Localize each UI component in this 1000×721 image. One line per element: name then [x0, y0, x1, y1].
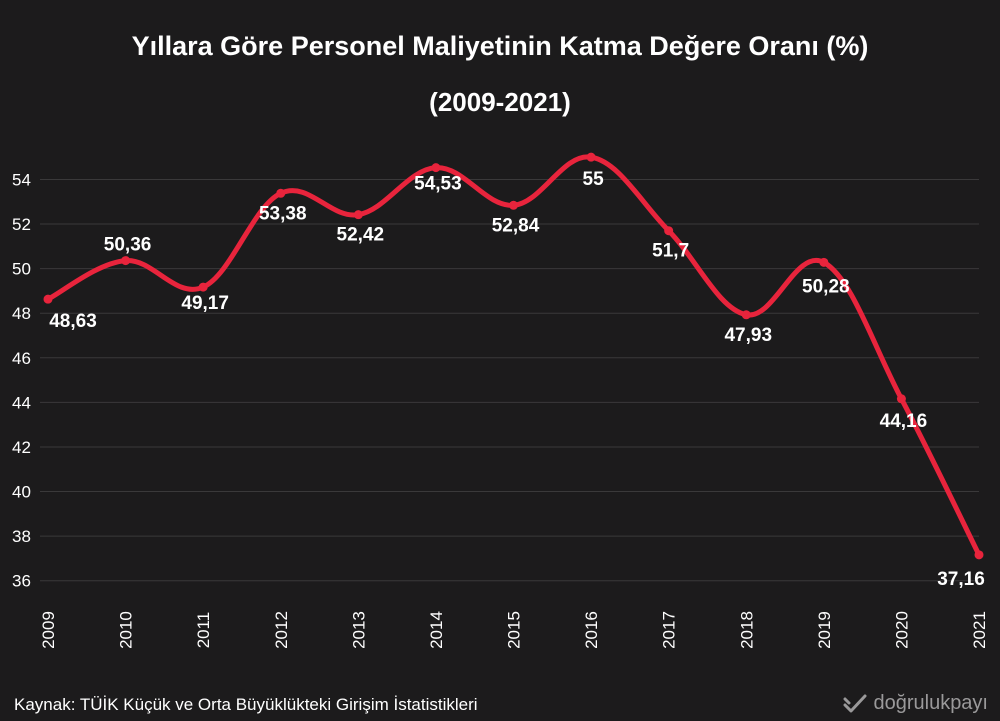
- data-label: 44,16: [880, 411, 928, 432]
- data-label: 52,84: [492, 215, 540, 236]
- data-label: 37,16: [937, 569, 985, 590]
- grid-lines: [40, 178, 979, 582]
- series-line: [45, 154, 982, 558]
- data-point: [198, 282, 208, 292]
- y-axis-ticks: 36 38 40 42 44 46 48 50 52 54: [12, 170, 31, 590]
- chart-title: Yıllara Göre Personel Maliyetinin Katma …: [132, 31, 869, 61]
- data-label: 49,17: [181, 293, 229, 314]
- y-tick-label: 36: [12, 572, 31, 591]
- data-point: [431, 163, 441, 173]
- x-tick-label: 2011: [194, 612, 213, 649]
- x-tick-label: 2017: [660, 611, 679, 649]
- data-point: [819, 257, 829, 267]
- x-tick-label: 2013: [349, 611, 368, 649]
- data-point: [664, 226, 674, 236]
- data-label: 48,63: [49, 311, 97, 332]
- x-tick-label: 2019: [815, 611, 834, 649]
- checkmark-icon: [843, 694, 867, 712]
- y-tick-label: 42: [12, 438, 31, 457]
- data-point: [974, 550, 984, 560]
- data-label: 50,36: [104, 235, 152, 256]
- brand-logo: doğrulukpayı: [843, 692, 988, 715]
- x-tick-label: 2014: [427, 611, 446, 649]
- x-axis-ticks: 2009 2010 2011 2012 2013 2014 2015 2016 2017 2018…: [39, 611, 989, 649]
- y-tick-label: 54: [12, 170, 31, 189]
- y-tick-label: 50: [12, 260, 31, 279]
- data-point: [896, 394, 906, 404]
- y-tick-label: 52: [12, 215, 31, 234]
- data-label: 52,42: [337, 225, 385, 246]
- brand-name: doğrulukpayı: [873, 692, 988, 714]
- x-tick-label: 2015: [505, 611, 524, 649]
- x-tick-label: 2018: [737, 611, 756, 649]
- data-label: 53,38: [259, 203, 307, 224]
- data-label: 50,28: [802, 276, 850, 297]
- x-tick-label: 2020: [892, 611, 911, 649]
- data-point: [276, 188, 286, 198]
- x-tick-label: 2016: [582, 611, 601, 649]
- data-label: 51,7: [652, 241, 689, 262]
- data-labels: 48,63 50,36 49,17 53,38 52,42 54,53 52,84 55 51,…: [49, 169, 985, 590]
- x-tick-label: 2012: [272, 611, 291, 649]
- y-tick-label: 38: [12, 527, 31, 546]
- x-tick-label: 2021: [970, 611, 989, 649]
- source-note: Kaynak: TÜİK Küçük ve Orta Büyüklükteki …: [14, 695, 478, 714]
- data-label: 55: [583, 169, 605, 190]
- chart-subtitle: (2009-2021): [429, 87, 571, 117]
- data-point: [43, 294, 53, 304]
- data-label: 54,53: [414, 174, 462, 195]
- data-point: [509, 200, 518, 210]
- x-tick-label: 2009: [39, 611, 58, 649]
- data-points: [43, 152, 984, 560]
- data-point: [741, 310, 751, 320]
- y-tick-label: 48: [12, 304, 31, 323]
- data-point: [586, 152, 596, 162]
- y-tick-label: 44: [12, 393, 31, 412]
- y-tick-label: 40: [12, 483, 31, 502]
- x-tick-label: 2010: [117, 611, 136, 649]
- y-tick-label: 46: [12, 349, 31, 368]
- data-point: [353, 210, 363, 220]
- data-label: 47,93: [724, 325, 772, 346]
- data-point: [121, 256, 131, 266]
